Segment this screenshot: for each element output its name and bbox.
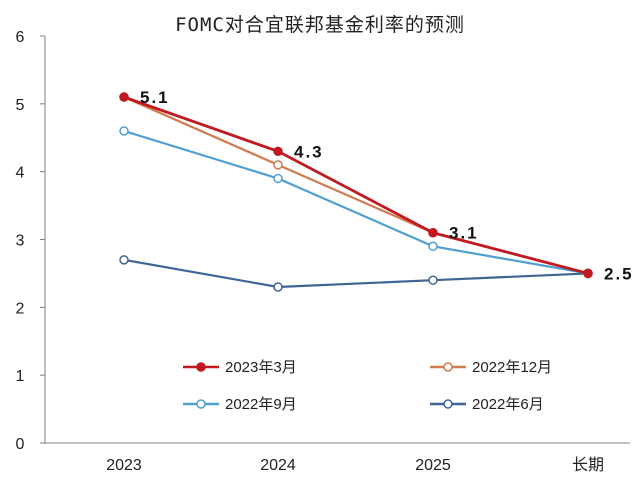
legend-label: 2022年9月 xyxy=(225,396,297,413)
data-label: 2.5 xyxy=(604,264,634,283)
series-point xyxy=(583,268,593,279)
legend-label: 2022年12月 xyxy=(472,359,552,376)
data-label: 3.1 xyxy=(449,224,479,243)
series-point xyxy=(428,275,438,285)
series-line xyxy=(123,129,589,275)
series-point xyxy=(428,227,438,238)
y-tick-label: 2 xyxy=(16,300,25,317)
series-point xyxy=(119,92,129,102)
series-point xyxy=(273,146,283,157)
series-point xyxy=(273,160,283,170)
series-point xyxy=(119,255,129,265)
y-tick-label: 3 xyxy=(16,233,25,250)
legend-label: 2023年3月 xyxy=(225,359,297,376)
legend-marker xyxy=(196,362,206,372)
legend-marker xyxy=(443,362,453,372)
chart-title: FOMC对合宜联邦基金利率的预测 xyxy=(175,14,465,36)
series-line xyxy=(123,95,589,275)
legend-marker xyxy=(196,399,206,409)
data-label: 4.3 xyxy=(294,142,324,161)
series-point xyxy=(273,282,283,292)
y-tick-label: 0 xyxy=(16,436,25,453)
x-tick-label: 2023 xyxy=(106,457,142,474)
legend-marker xyxy=(443,399,453,409)
y-tick-label: 6 xyxy=(16,29,25,46)
series-point xyxy=(119,126,129,136)
series-point xyxy=(273,173,283,184)
x-tick-label: 2025 xyxy=(415,457,451,474)
x-tick-label: 2024 xyxy=(260,457,296,474)
legend-label: 2022年6月 xyxy=(472,396,544,413)
series-line xyxy=(123,258,589,289)
series-line xyxy=(123,96,589,275)
data-label: 5.1 xyxy=(140,88,170,107)
x-tick-label: 长期 xyxy=(572,456,604,474)
y-tick-label: 4 xyxy=(16,165,25,182)
y-tick-label: 5 xyxy=(16,97,25,114)
series-point xyxy=(428,241,438,252)
y-tick-label: 1 xyxy=(16,368,25,385)
